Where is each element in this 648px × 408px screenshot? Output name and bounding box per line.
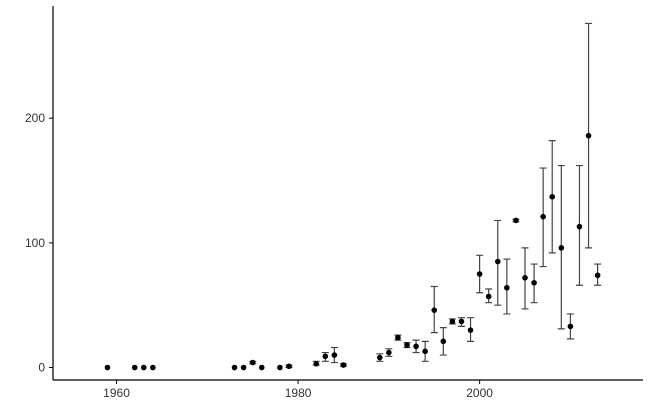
data-point [258, 364, 265, 371]
data-point [531, 279, 537, 286]
y-ticks: 0 100 200 [25, 111, 53, 375]
data-point [567, 323, 574, 330]
data-point [322, 353, 329, 360]
data-point [240, 364, 247, 371]
data-point [440, 338, 447, 345]
data-point [576, 223, 583, 230]
data-point [594, 272, 601, 279]
data-point [422, 348, 428, 355]
data-point [467, 327, 474, 333]
y-tick-label: 100 [25, 236, 45, 250]
data-point [458, 318, 465, 325]
data-point [513, 217, 519, 224]
data-point [494, 258, 501, 265]
data-point [431, 307, 438, 313]
data-point [522, 274, 528, 281]
x-ticks: 1960 1980 2000 [103, 380, 493, 400]
data-point [549, 193, 556, 200]
data-point [231, 364, 238, 371]
x-tick-label: 2000 [466, 386, 493, 400]
data-point [540, 213, 546, 220]
data-point [404, 342, 410, 348]
data-point [395, 334, 401, 341]
error-bars [249, 22, 602, 369]
x-tick-label: 1980 [285, 386, 312, 400]
data-point [413, 343, 419, 350]
data-point [376, 354, 383, 361]
data-point [313, 360, 320, 367]
data-point [131, 364, 138, 371]
data-point [277, 364, 283, 371]
data-point [476, 271, 483, 277]
data-point [340, 362, 347, 368]
data-point [449, 318, 456, 325]
data-points [104, 132, 601, 371]
axes [52, 6, 643, 381]
data-point [286, 363, 292, 370]
data-point [558, 245, 565, 251]
data-point [140, 364, 147, 371]
data-point [504, 284, 510, 291]
data-point [485, 293, 492, 300]
data-point [104, 364, 111, 371]
data-point [386, 349, 392, 356]
data-point [585, 132, 592, 139]
y-tick-label: 200 [25, 111, 45, 125]
data-point [249, 359, 256, 366]
data-point [331, 352, 338, 358]
y-tick-label: 0 [38, 361, 45, 375]
x-tick-label: 1960 [103, 386, 130, 400]
data-point [150, 364, 156, 371]
